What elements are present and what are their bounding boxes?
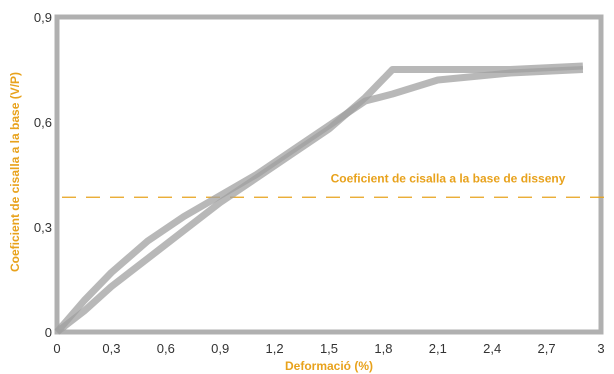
design-shear-reference-label: Coeficient de cisalla a la base de disse… [331,171,566,185]
x-tick-label: 0,3 [102,341,120,356]
x-tick-label: 0,6 [157,341,175,356]
x-tick-label: 0,9 [211,341,229,356]
x-tick-label: 3 [597,341,604,356]
x-tick-label: 0 [53,341,60,356]
x-tick-label: 2,7 [538,341,556,356]
y-tick-label: 0 [45,325,52,340]
y-axis-label: Coeficient de cisalla a la base (V/P) [8,72,22,272]
y-tick-label: 0,6 [34,115,52,130]
y-tick-label: 0,3 [34,220,52,235]
x-tick-label: 1,8 [374,341,392,356]
x-tick-label: 2,4 [483,341,501,356]
series-line-2 [54,62,584,335]
x-axis-label: Deformació (%) [285,359,373,373]
x-tick-label: 1,2 [266,341,284,356]
x-tick-label: 2,1 [429,341,447,356]
series-line-1 [54,66,584,335]
y-tick-label: 0,9 [34,10,52,25]
plot-frame [54,14,604,335]
x-tick-label: 1,5 [320,341,338,356]
